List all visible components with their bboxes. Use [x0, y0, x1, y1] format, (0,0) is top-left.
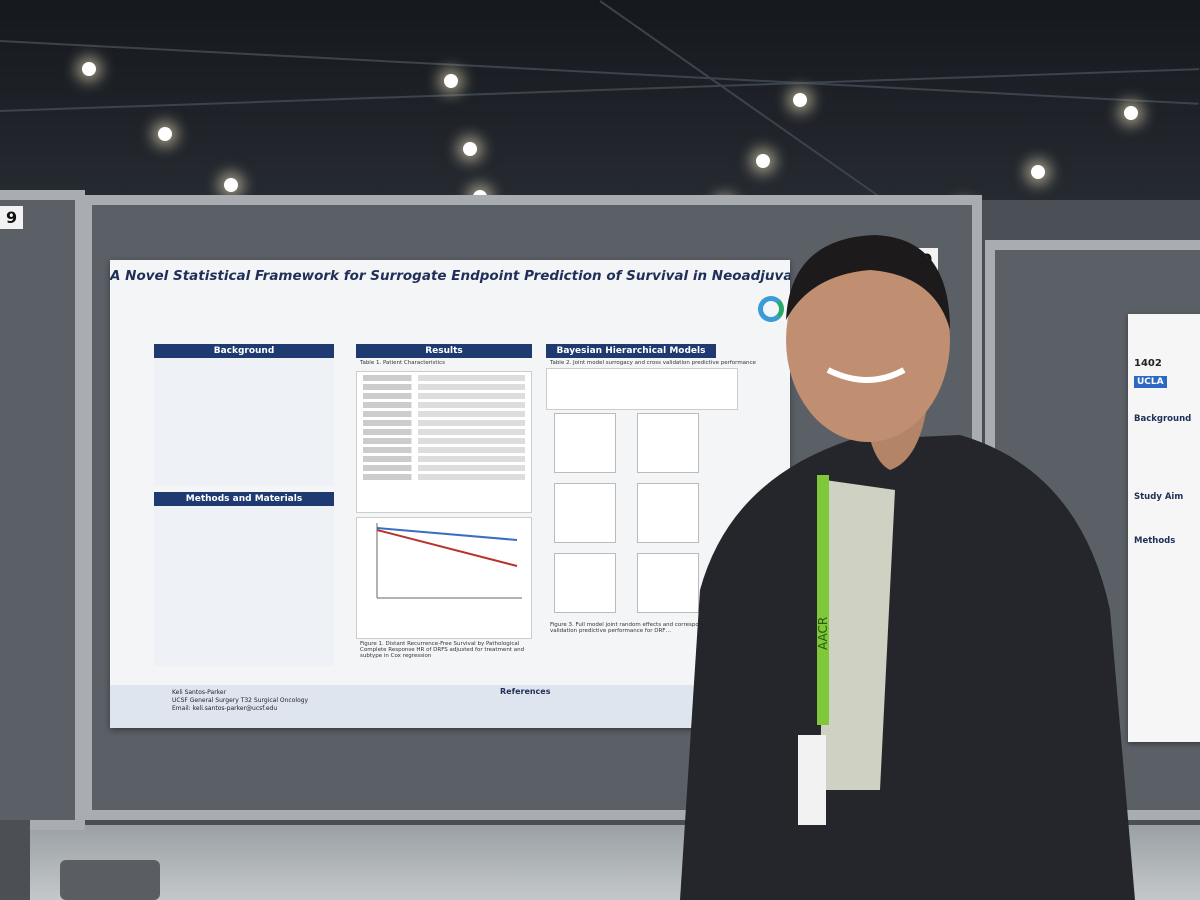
contact-name: Keli Santos-Parker — [172, 689, 227, 696]
ceiling-light — [793, 93, 807, 107]
lanyard-text: AACR — [816, 617, 830, 650]
ceiling-light — [756, 154, 770, 168]
ceiling-light — [224, 178, 238, 192]
contact-affiliation: UCSF General Surgery T32 Surgical Oncolo… — [172, 697, 309, 704]
side-poster: 1402 UCLA Background Study Aim Methods — [1128, 314, 1200, 742]
scatter-plot — [637, 553, 700, 613]
institution-logo — [758, 296, 784, 322]
badge — [798, 735, 826, 825]
footer-bar: Keli Santos-Parker UCSF General Surgery … — [110, 685, 790, 728]
poster-board-left — [0, 190, 85, 830]
board-number-tag-left: 9 — [0, 206, 24, 229]
references-heading: References — [500, 687, 551, 696]
middle-column: Results Table 1. Patient Characteristics… — [356, 344, 532, 661]
no-pcr-curve — [376, 529, 518, 567]
left-column: Background Methods and Materials — [154, 344, 334, 666]
section-heading-methods: Methods and Materials — [154, 492, 334, 506]
scatter-plot — [554, 413, 616, 473]
side-poster-heading: Methods — [1134, 536, 1176, 546]
presenter: AACR — [680, 235, 1135, 900]
ceiling-light — [158, 127, 172, 141]
lanyard — [817, 475, 829, 725]
presenter-hair — [786, 235, 950, 330]
ceiling-light — [463, 142, 477, 156]
contact-block: Keli Santos-Parker UCSF General Surgery … — [172, 689, 308, 713]
survival-curve-plot — [356, 517, 532, 639]
research-poster: A Novel Statistical Framework for Surrog… — [110, 260, 790, 728]
table1-title: Table 1. Patient Characteristics — [360, 360, 445, 366]
figure3-caption: Figure 3. Full model joint random effect… — [550, 622, 773, 634]
methods-text-block — [154, 506, 334, 666]
scatter-plot — [554, 553, 616, 613]
section-heading-background: Background — [154, 344, 334, 358]
presenter-jacket — [680, 435, 1135, 900]
chairs — [0, 820, 160, 900]
scatter-plot — [554, 483, 616, 543]
section-heading-bayesian: Bayesian Hierarchical Models — [546, 344, 716, 358]
table2-title: Table 2. Joint model surrogacy and cross… — [550, 360, 756, 366]
presenter-shirt — [820, 480, 895, 790]
pcr-curve — [376, 527, 518, 541]
ceiling-light — [1031, 165, 1045, 179]
ceiling-light — [82, 62, 96, 76]
ceiling-truss — [0, 40, 1199, 105]
presenter-face — [786, 238, 950, 442]
figure1-caption: Figure 1. Distant Recurrence-Free Surviv… — [360, 641, 525, 659]
side-poster-heading: Study Aim — [1134, 492, 1184, 502]
survival-curve-svg — [376, 523, 522, 599]
scatter-plot — [637, 413, 700, 473]
poster-title: A Novel Statistical Framework for Surrog… — [110, 268, 790, 284]
side-poster-number: 1402 — [1134, 358, 1162, 369]
ceiling-light — [1124, 106, 1138, 120]
section-heading-results: Results — [356, 344, 532, 358]
contact-email: Email: keli.santos-parker@ucsf.edu — [172, 705, 278, 712]
ucla-logo: UCLA — [1134, 376, 1167, 388]
right-column: Bayesian Hierarchical Models Table 2. Jo… — [546, 344, 790, 636]
ceiling-light — [444, 74, 458, 88]
surrogacy-table — [546, 368, 738, 410]
presenter-smile — [826, 367, 906, 383]
patient-characteristics-table — [356, 371, 532, 513]
background-text-block — [154, 358, 334, 486]
side-poster-heading: Background — [1134, 414, 1192, 424]
ceiling-truss — [0, 68, 1200, 112]
scatter-grid — [546, 410, 790, 620]
scatter-plot — [637, 483, 700, 543]
